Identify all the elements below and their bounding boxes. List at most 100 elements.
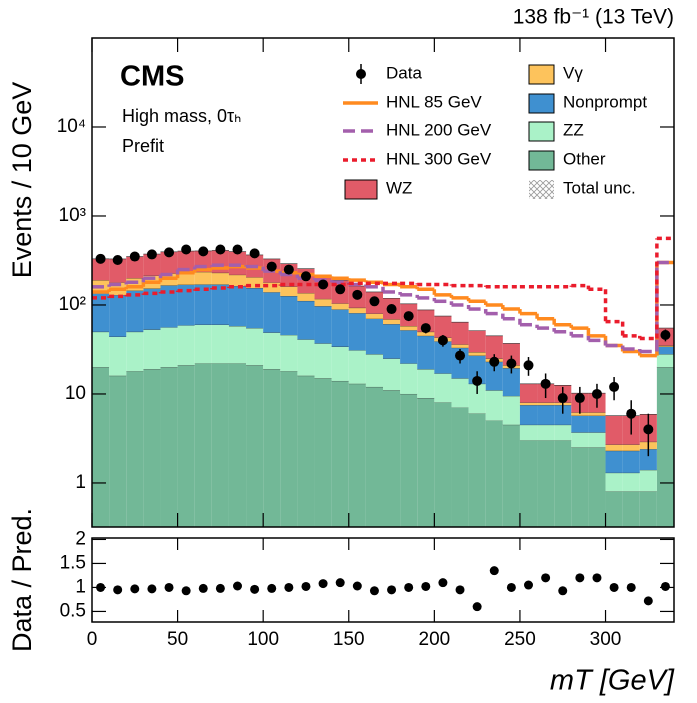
legend-label: HNL 200 GeV (386, 120, 492, 139)
ratio-point (438, 578, 448, 588)
stack-segment (554, 405, 572, 425)
stack-segment (331, 303, 349, 310)
experiment-label: CMS (120, 61, 184, 93)
legend-label: HNL 300 GeV (386, 149, 492, 168)
stack-segment (263, 292, 281, 333)
ratio-point (335, 578, 345, 588)
legend-label: Total unc. (563, 178, 636, 197)
y-tick-label: 1.5 (60, 552, 86, 573)
ratio-point (626, 582, 636, 592)
stack-segment (246, 277, 264, 289)
stack-segment (605, 444, 623, 451)
stack-segment (365, 386, 383, 527)
stack-segment (434, 373, 452, 403)
y-tick-label: 1 (75, 576, 86, 597)
ratio-point (506, 582, 516, 592)
stack-segment (177, 251, 195, 273)
stack-segment (656, 354, 674, 368)
data-point (181, 244, 192, 255)
x-tick-label: 100 (247, 629, 279, 650)
stack-segment (639, 449, 657, 470)
legend-label: Data (386, 63, 422, 82)
stack-segment (502, 343, 520, 366)
data-point (455, 350, 466, 361)
ratio-point (250, 584, 260, 594)
x-tick-label: 50 (167, 629, 188, 650)
legend-swatch (344, 179, 378, 200)
luminosity-label: 138 fb⁻¹ (13 TeV) (513, 6, 674, 29)
stack-segment (400, 363, 418, 394)
ratio-point (198, 583, 208, 593)
stack-segment (92, 258, 110, 281)
stack-segment (348, 313, 366, 351)
stack-segment (228, 326, 247, 364)
ratio-point (301, 581, 311, 591)
stack-segment (639, 491, 657, 527)
stack-segment (434, 402, 452, 527)
data-point (95, 253, 106, 264)
x-tick-label: 250 (504, 629, 536, 650)
stack-segment (211, 363, 229, 527)
stack-segment (126, 371, 144, 527)
stack-segment (571, 432, 589, 448)
stack-segment (314, 343, 332, 379)
stack-segment (263, 369, 281, 527)
stack-segment (194, 324, 212, 364)
stack-segment (554, 440, 572, 527)
ratio-point (113, 585, 123, 595)
stack-segment (485, 420, 503, 527)
ratio-point (489, 566, 499, 576)
stack-segment (588, 412, 606, 416)
stack-segment (143, 329, 161, 370)
data-point (369, 296, 380, 307)
stack-segment (417, 369, 435, 399)
stack-segment (365, 313, 383, 319)
stack-segment (331, 309, 349, 347)
legend-label: WZ (386, 178, 412, 197)
data-point (300, 271, 311, 282)
stack-segment (485, 390, 503, 421)
ratio-point (455, 585, 465, 595)
stack-segment (177, 365, 195, 527)
stack-segment (588, 447, 606, 527)
stack-segment (331, 346, 349, 381)
stack-segment (228, 363, 247, 527)
legend-label: HNL 85 GeV (386, 92, 482, 111)
data-point (472, 375, 483, 386)
ratio-point (558, 586, 568, 596)
data-point (283, 264, 294, 275)
ratio-point (472, 602, 482, 612)
stack-segment (160, 285, 178, 328)
stack-segment (126, 290, 144, 332)
ratio-point (421, 581, 431, 591)
stack-segment (143, 254, 161, 276)
y-tick-label: 10 (65, 383, 86, 404)
stack-segment (451, 344, 469, 348)
legend-swatch (528, 64, 555, 85)
data-point (352, 289, 363, 300)
data-point (232, 244, 243, 255)
stack-segment (383, 390, 401, 527)
stack-segment (297, 300, 315, 340)
stack-segment (297, 293, 315, 301)
stack-segment (280, 286, 298, 297)
ratio-point (524, 580, 533, 590)
stack-segment (537, 402, 555, 406)
stack-segment (109, 258, 127, 283)
data-point (146, 249, 157, 260)
data-point (420, 323, 431, 334)
y-tick-label: 10² (59, 294, 86, 315)
data-point (506, 358, 517, 369)
stack-segment (605, 491, 623, 527)
data-point (386, 304, 397, 315)
ratio-point (369, 586, 379, 596)
main-plot (92, 236, 674, 527)
stack-segment (297, 375, 315, 527)
legend-swatch (528, 150, 555, 171)
x-axis-label: mT [GeV] (550, 665, 675, 697)
data-point (112, 255, 123, 266)
stack-segment (126, 256, 144, 279)
annotation: High mass, 0τₕ (122, 106, 241, 126)
stack-segment (537, 405, 555, 425)
